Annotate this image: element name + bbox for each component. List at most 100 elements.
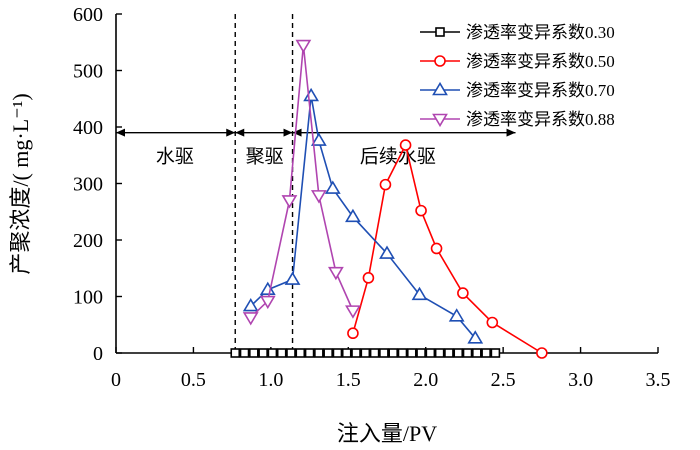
stage-annotations: 水驱 聚驱 后续水驱 (116, 14, 516, 353)
stage-arrowhead (506, 128, 516, 137)
y-tick-label: 0 (93, 343, 103, 365)
data-point-circle (347, 327, 359, 340)
data-point-square (295, 348, 306, 358)
x-tick-label: 3.5 (646, 369, 671, 391)
x-tick-label: 0.5 (181, 369, 206, 391)
data-point-square (453, 348, 464, 358)
x-tick-label: 0 (111, 369, 121, 391)
data-point-triangle (467, 330, 484, 344)
legend-label: 渗透率变异系数0.30 (466, 23, 615, 42)
data-point-circle (399, 139, 412, 151)
data-point-triangle-down (432, 113, 448, 128)
data-point-triangle-down (327, 266, 344, 281)
data-point-circle (536, 347, 548, 359)
data-point-square (379, 348, 389, 358)
x-tick-label: 2.0 (413, 369, 438, 391)
data-point-square (286, 348, 296, 358)
data-point-square (406, 348, 417, 358)
data-point-circle (434, 55, 446, 67)
stage-label: 聚驱 (246, 146, 284, 168)
legend-label: 渗透率变异系数0.70 (466, 81, 615, 100)
series (230, 39, 548, 359)
x-tick-label: 1.0 (258, 369, 283, 391)
stage-arrowhead (226, 128, 236, 137)
series-3 (242, 39, 361, 326)
stage-arrowhead (283, 128, 293, 137)
y-axis-title: 产聚浓度/( mg·L⁻¹) (8, 93, 33, 274)
data-point-triangle-down (242, 312, 259, 326)
data-point-circle (430, 242, 443, 255)
data-point-circle (457, 287, 469, 299)
x-tick-label: 3.0 (568, 369, 593, 391)
series-0 (230, 348, 501, 358)
data-point-square (444, 348, 454, 358)
data-point-square (472, 348, 482, 358)
data-point-triangle (284, 271, 301, 285)
stage-arrowhead (292, 128, 302, 137)
data-point-triangle (432, 81, 448, 96)
legend-label: 渗透率变异系数0.88 (466, 110, 615, 129)
stage-arrowhead (116, 128, 125, 137)
x-tick-label: 2.5 (491, 369, 516, 391)
data-point-square (360, 348, 371, 358)
data-point-square (314, 348, 324, 358)
data-point-square (323, 348, 333, 358)
x-tick-label: 1.5 (336, 369, 361, 391)
data-point-triangle-down (281, 195, 298, 209)
data-point-square (276, 348, 287, 358)
data-point-square (249, 348, 259, 358)
series-2 (242, 87, 484, 344)
legend: 渗透率变异系数0.30 渗透率变异系数0.50 渗透率变异系数0.70 渗透率变异系数… (420, 23, 615, 129)
data-point-triangle (448, 308, 465, 322)
series-line (352, 142, 543, 354)
data-point-triangle (411, 286, 428, 301)
data-point-triangle-down (310, 190, 327, 204)
data-point-square (397, 348, 408, 358)
data-point-square (434, 348, 445, 358)
stage-label: 后续水驱 (360, 146, 436, 168)
data-point-triangle (310, 132, 327, 146)
y-tick-label: 600 (73, 4, 103, 26)
data-point-square (425, 348, 436, 358)
data-point-triangle (379, 245, 395, 259)
y-tick-label: 100 (73, 287, 103, 309)
data-point-triangle (242, 298, 259, 312)
data-point-triangle (259, 281, 276, 296)
legend-label: 渗透率变异系数0.50 (466, 52, 615, 71)
data-point-triangle (303, 87, 320, 102)
y-tick-label: 300 (73, 174, 103, 196)
data-point-square (304, 348, 315, 358)
data-point-triangle-down (295, 39, 312, 54)
series-1 (347, 139, 548, 359)
stage-label: 水驱 (156, 146, 194, 168)
data-point-square (490, 348, 501, 358)
data-point-circle (362, 272, 375, 284)
data-point-square (258, 348, 268, 358)
data-point-square (388, 348, 398, 358)
data-point-square (332, 348, 343, 358)
data-point-circle (415, 204, 427, 217)
data-point-square (230, 348, 241, 358)
data-point-square (435, 27, 445, 37)
x-axis-title: 注入量/PV (337, 421, 437, 446)
data-point-square (267, 348, 278, 358)
y-tick-label: 200 (73, 230, 103, 252)
data-point-triangle (345, 208, 361, 223)
data-point-circle (379, 178, 392, 191)
data-point-triangle-down (259, 295, 276, 310)
data-point-square (341, 348, 352, 358)
data-point-triangle-down (345, 305, 361, 319)
data-point-square (462, 348, 473, 358)
data-point-triangle (324, 180, 341, 194)
stage-arrowhead (235, 128, 245, 137)
y-tick-label: 400 (73, 117, 103, 139)
data-point-square (369, 348, 380, 358)
tick-marks: 0 0.5 1.0 1.5 2.0 2.5 3.0 3.5 0 100 200 300 400 500 60… (73, 4, 671, 391)
data-point-square (416, 348, 426, 358)
y-tick-label: 500 (73, 61, 103, 83)
data-point-square (481, 348, 491, 358)
data-point-square (239, 348, 250, 358)
data-point-circle (486, 316, 499, 329)
data-point-square (351, 348, 361, 358)
